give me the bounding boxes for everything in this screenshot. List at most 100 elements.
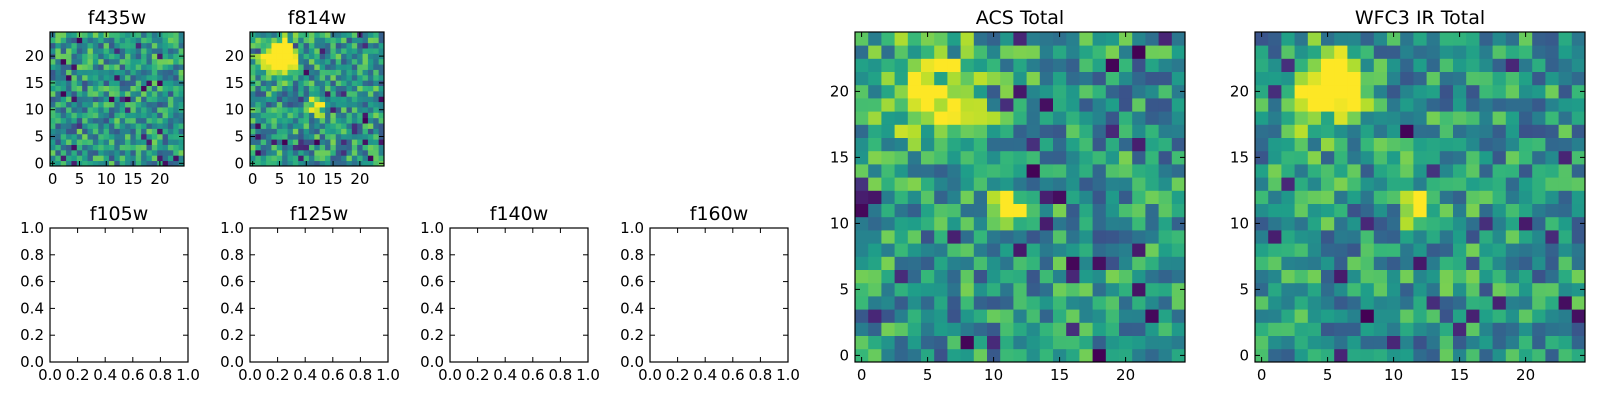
x-tick-label: 0.4 xyxy=(93,366,117,384)
heatmap-cell xyxy=(98,139,104,145)
heatmap-cell xyxy=(346,123,353,129)
heatmap-cell xyxy=(108,96,115,103)
heatmap-cell xyxy=(151,80,158,86)
heatmap-cell xyxy=(1571,164,1586,178)
heatmap-cell xyxy=(1373,190,1388,204)
heatmap-cell xyxy=(1026,216,1041,231)
heatmap-cell xyxy=(1334,177,1348,191)
heatmap-cell xyxy=(1145,243,1159,257)
heatmap-cell xyxy=(367,117,374,124)
heatmap-cell xyxy=(373,90,380,97)
heatmap-cell xyxy=(1105,256,1120,270)
heatmap-cell xyxy=(1360,296,1375,310)
heatmap-cell xyxy=(1334,190,1348,204)
heatmap-cell xyxy=(1092,282,1107,297)
heatmap-cell xyxy=(341,37,347,44)
heatmap-cell xyxy=(287,155,294,162)
heatmap-cell xyxy=(973,111,988,125)
heatmap-cell xyxy=(934,256,948,270)
heatmap-cell xyxy=(1400,203,1414,218)
heatmap-cell xyxy=(50,74,56,81)
heatmap-cell xyxy=(1532,58,1546,72)
heatmap-cell xyxy=(357,107,363,113)
heatmap-cell xyxy=(114,112,121,119)
heatmap-cell xyxy=(1307,177,1322,191)
heatmap-cell xyxy=(1026,45,1041,59)
heatmap-cell xyxy=(98,133,104,140)
heatmap-cell xyxy=(314,85,321,92)
heatmap-cell xyxy=(146,123,153,129)
heatmap-cell xyxy=(330,107,337,113)
heatmap-cell xyxy=(87,117,94,124)
heatmap-cell xyxy=(947,335,961,350)
heatmap-cell xyxy=(907,296,922,310)
heatmap-cell xyxy=(378,85,385,92)
heatmap-cell xyxy=(362,117,369,124)
heatmap-cell xyxy=(894,58,909,72)
heatmap-cell xyxy=(868,164,882,178)
heatmap-cell xyxy=(346,101,353,108)
heatmap-cell xyxy=(1519,216,1533,231)
heatmap-cell xyxy=(1039,296,1054,310)
heatmap-cell xyxy=(330,123,337,129)
heatmap-cell xyxy=(130,64,137,70)
heatmap-cell xyxy=(282,42,288,49)
heatmap-cell xyxy=(130,48,137,54)
heatmap-cell xyxy=(319,64,326,70)
heatmap-cell xyxy=(319,80,326,86)
heatmap-cell xyxy=(92,53,99,60)
heatmap-cell xyxy=(130,139,137,145)
heatmap-cell xyxy=(1492,256,1507,270)
heatmap-cell xyxy=(987,111,1001,125)
heatmap-cell xyxy=(298,64,304,70)
heatmap-cell xyxy=(1321,150,1335,165)
heatmap-cell xyxy=(1145,150,1159,165)
heatmap-cell xyxy=(881,58,895,72)
heatmap-cell xyxy=(108,32,115,38)
heatmap-cell xyxy=(276,107,283,113)
heatmap-cell xyxy=(335,37,342,44)
heatmap-cell xyxy=(1466,322,1480,336)
heatmap-cell xyxy=(282,123,288,129)
heatmap-cell xyxy=(178,32,185,38)
heatmap-cell xyxy=(303,117,310,124)
x-tick-label: 20 xyxy=(150,170,169,188)
heatmap-cell xyxy=(335,123,342,129)
heatmap-cell xyxy=(1294,348,1309,363)
heatmap-cell xyxy=(1439,309,1454,323)
heatmap-cell xyxy=(894,84,909,99)
heatmap-cell xyxy=(1066,230,1080,244)
heatmap-cell xyxy=(1360,243,1375,257)
heatmap-cell xyxy=(335,133,342,140)
heatmap-cell xyxy=(308,48,315,54)
heatmap-cell xyxy=(55,128,62,135)
x-tick-label: 15 xyxy=(1450,366,1469,384)
heatmap-cell xyxy=(1373,58,1388,72)
heatmap-cell xyxy=(1519,84,1533,99)
heatmap-cell xyxy=(907,111,922,125)
heatmap-cell xyxy=(1255,45,1269,59)
heatmap-cell xyxy=(1519,282,1533,297)
heatmap-cell xyxy=(255,42,262,49)
heatmap-cell xyxy=(119,133,126,140)
heatmap-cell xyxy=(1321,243,1335,257)
heatmap-cell xyxy=(1334,58,1348,72)
heatmap-cell xyxy=(934,348,948,363)
heatmap-cell xyxy=(98,32,104,38)
heatmap-cell xyxy=(98,64,104,70)
heatmap-cell xyxy=(1373,296,1388,310)
heatmap-cell xyxy=(1505,137,1520,152)
heatmap-cell xyxy=(71,32,78,38)
heatmap-cell xyxy=(92,74,99,81)
heatmap-cell xyxy=(162,123,169,129)
heatmap-cell xyxy=(266,85,272,92)
heatmap-cell xyxy=(276,112,283,119)
heatmap-cell xyxy=(108,64,115,70)
heatmap-cell xyxy=(76,112,83,119)
heatmap-cell xyxy=(71,90,78,97)
heatmap-cell xyxy=(934,203,948,218)
heatmap-cell xyxy=(114,32,121,38)
heatmap-cell xyxy=(1519,348,1533,363)
x-tick-label: 10 xyxy=(984,366,1003,384)
heatmap-cell xyxy=(1119,111,1133,125)
